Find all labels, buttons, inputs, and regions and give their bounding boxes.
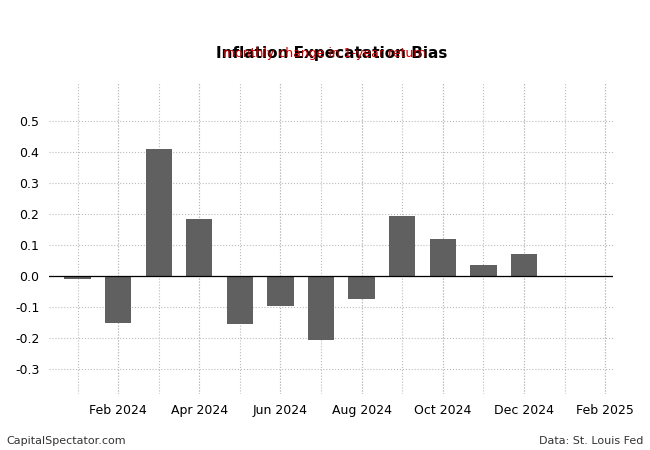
Bar [470,266,497,276]
Bar [146,149,172,276]
Bar [348,276,375,300]
Bar [227,276,253,324]
Bar [64,276,91,279]
Text: Data: St. Louis Fed: Data: St. Louis Fed [539,436,644,446]
Bar [186,219,213,276]
Bar [105,276,131,323]
Bar [308,276,334,340]
Text: monthly change in 1-year return: monthly change in 1-year return [224,47,426,60]
Bar [389,216,415,276]
Bar [511,254,537,276]
Title: Inflation Expecatation Bias: Inflation Expecatation Bias [216,46,447,62]
Text: CapitalSpectator.com: CapitalSpectator.com [6,436,126,446]
Bar [430,239,456,276]
Bar [267,276,294,306]
